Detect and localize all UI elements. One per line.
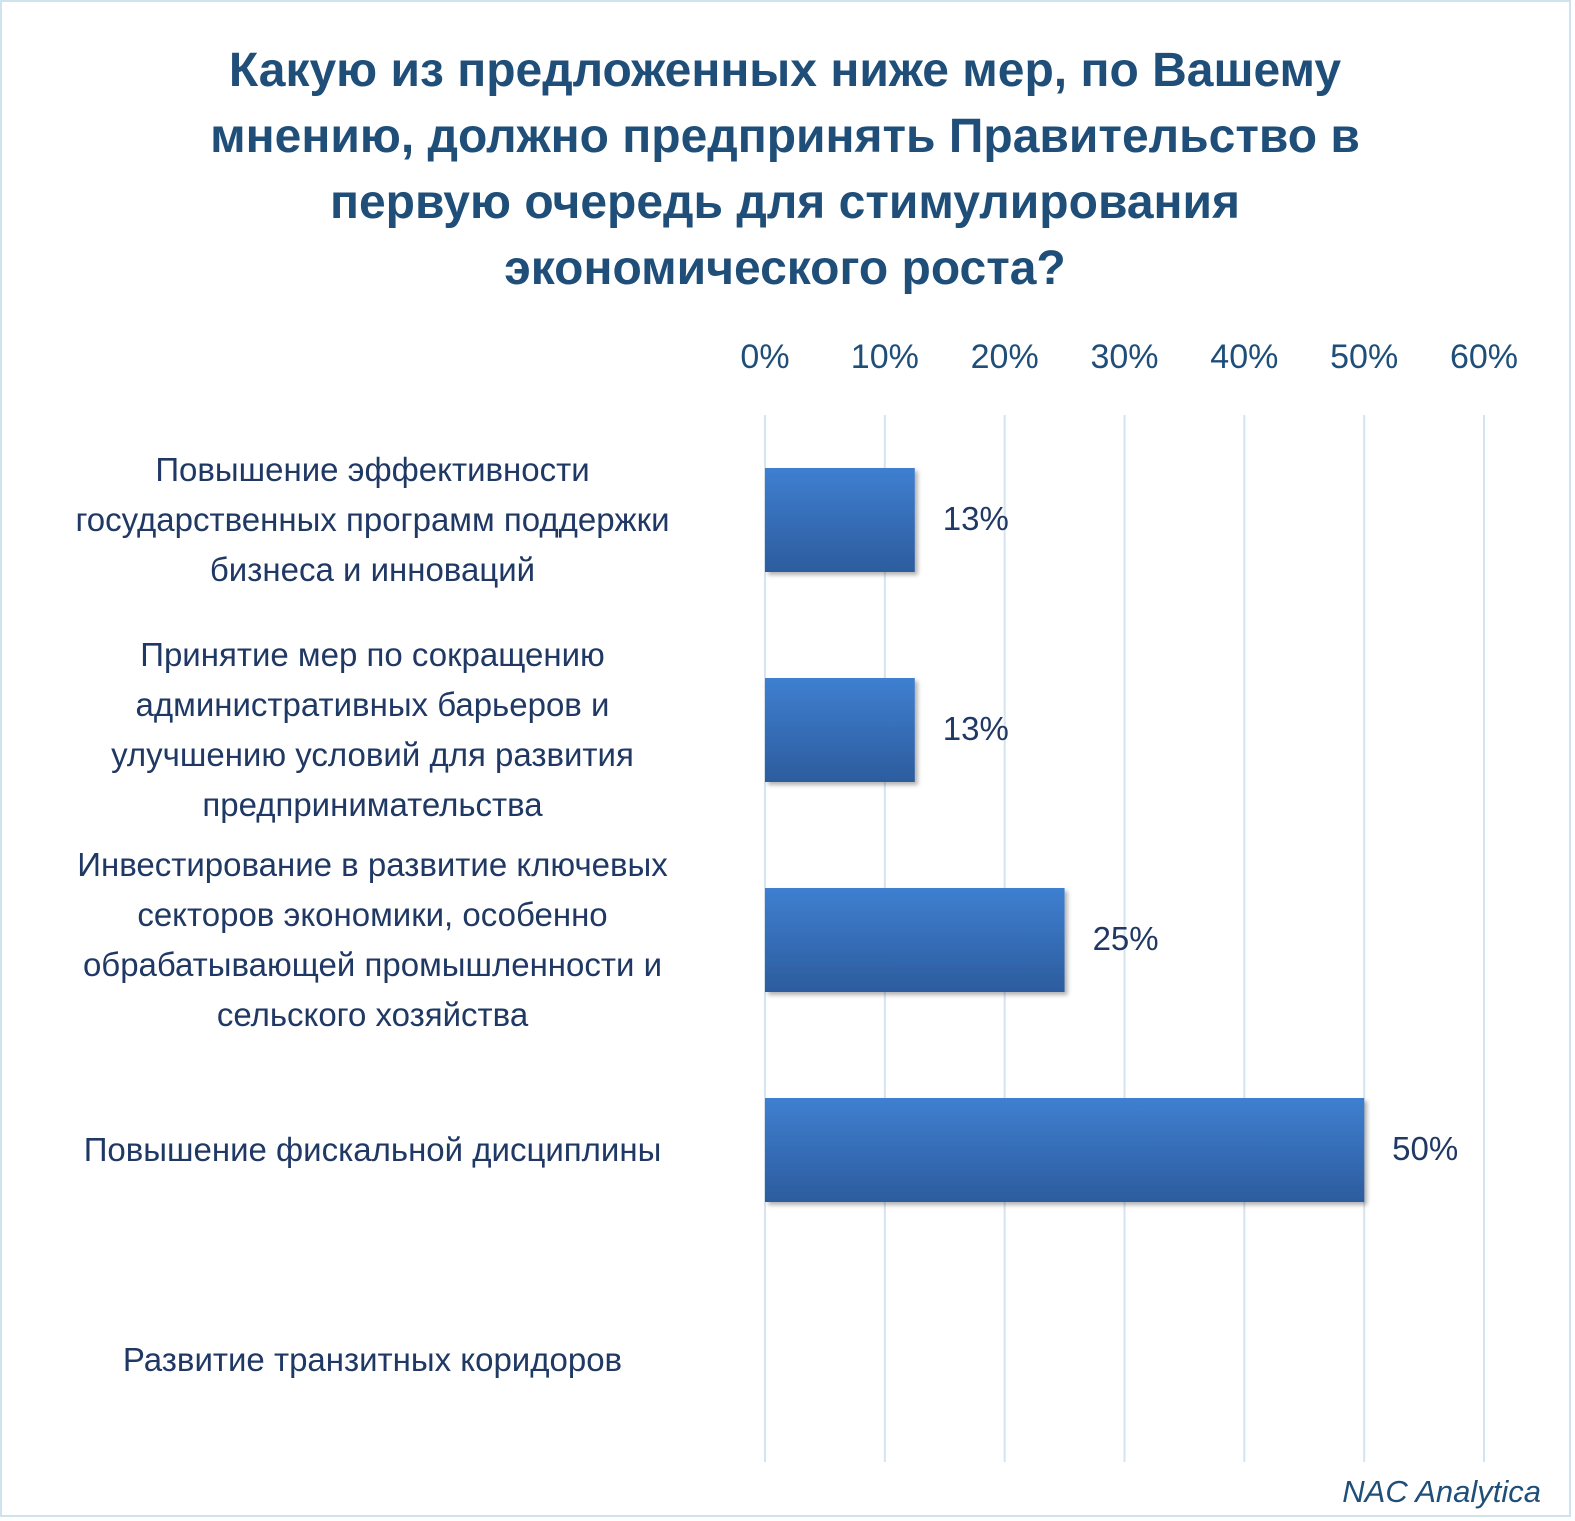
data-label: 13% <box>942 710 1009 747</box>
data-label: 25% <box>1092 920 1159 957</box>
x-tick-label: 20% <box>970 338 1039 376</box>
source-label: NAC Analytica <box>1342 1474 1541 1509</box>
gridlines <box>764 415 1485 1462</box>
category-label: Повышение фискальной дисциплины <box>83 1131 662 1168</box>
x-tick-label: 40% <box>1210 338 1279 376</box>
data-label: 13% <box>942 500 1009 537</box>
category-label: Развитие транзитных коридоров <box>122 1341 623 1378</box>
bar <box>765 888 1065 992</box>
bar <box>765 678 915 782</box>
x-tick-label: 30% <box>1090 338 1159 376</box>
category-label: Инвестирование в развитие ключевых секто… <box>77 846 668 1033</box>
bar <box>765 468 915 572</box>
bars <box>765 468 1365 1202</box>
data-label: 50% <box>1392 1130 1459 1167</box>
bar <box>765 1098 1365 1202</box>
category-label: Принятие мер по сокращению административ… <box>111 636 634 823</box>
category-label: Повышение эффективности государственных … <box>75 451 670 588</box>
x-tick-label: 50% <box>1330 338 1399 376</box>
x-tick-label: 60% <box>1449 338 1519 376</box>
chart-title: Какую из предложенных ниже мер, по Вашем… <box>210 44 1360 295</box>
x-tick-label: 0% <box>740 338 790 376</box>
x-tick-label: 10% <box>850 338 919 376</box>
